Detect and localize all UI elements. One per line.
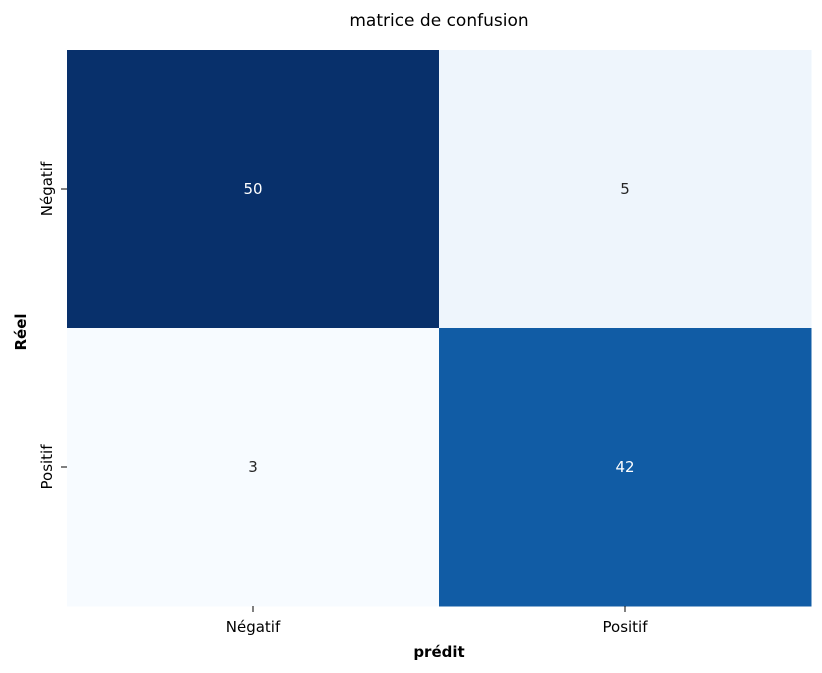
cell-value-label-0-1: 5 — [620, 180, 630, 198]
x-tick-label-1: Positif — [603, 618, 649, 636]
x-axis-label: prédit — [413, 643, 464, 661]
y-tick-label-0: Négatif — [38, 161, 56, 216]
cell-value-label-0-0: 50 — [243, 180, 262, 198]
chart-title: matrice de confusion — [349, 11, 528, 31]
cell-value-label-1-1: 42 — [615, 458, 634, 476]
y-axis-label: Réel — [12, 313, 30, 350]
x-tick-label-0: Négatif — [226, 618, 281, 636]
heatmap-cell-1-0 — [67, 328, 440, 607]
heatmap-cell-0-1 — [439, 50, 812, 329]
y-tick-label-1: Positif — [38, 444, 56, 490]
axis-ticks: Négatif Positif Négatif Positif — [38, 161, 648, 636]
heatmap-cell-1-1 — [439, 328, 812, 607]
heatmap-cells: 50 5 3 42 — [67, 50, 812, 607]
cell-value-label-1-0: 3 — [248, 458, 258, 476]
heatmap-cell-0-0 — [67, 50, 440, 329]
